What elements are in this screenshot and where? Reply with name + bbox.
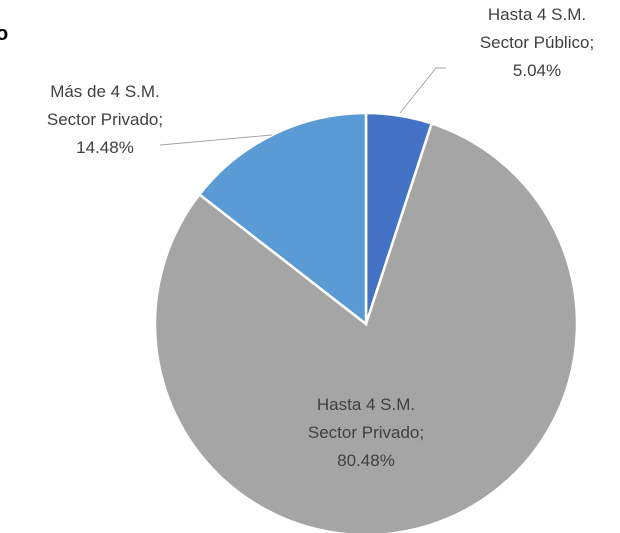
label-line: Hasta 4 S.M. [488,5,586,24]
data-label: Más de 4 S.M. Sector Privado; 14.48% [47,82,163,157]
pie-slice [153,121,579,533]
value-label: 80.48% [337,451,395,470]
label-line: Hasta 4 S.M. [317,395,415,414]
label-line: Sector Privado [47,110,159,129]
label-separator: ; [419,423,424,442]
label-line: Sector Público [480,33,590,52]
pie-slice [197,111,368,327]
value-label: 5.04% [513,61,561,80]
label-line: Sector Privado [308,423,420,442]
leader-line [399,67,446,114]
label-line: Más de 4 S.M. [50,82,160,101]
label-separator: ; [589,33,594,52]
data-label: Hasta 4 S.M. Sector Público; 5.04% [480,5,594,80]
chart-title: o [0,23,8,45]
value-label: 14.48% [76,138,134,157]
data-label: Hasta 4 S.M. Sector Privado; 80.48% [308,395,424,470]
leader-line [159,134,273,146]
label-separator: ; [158,110,163,129]
